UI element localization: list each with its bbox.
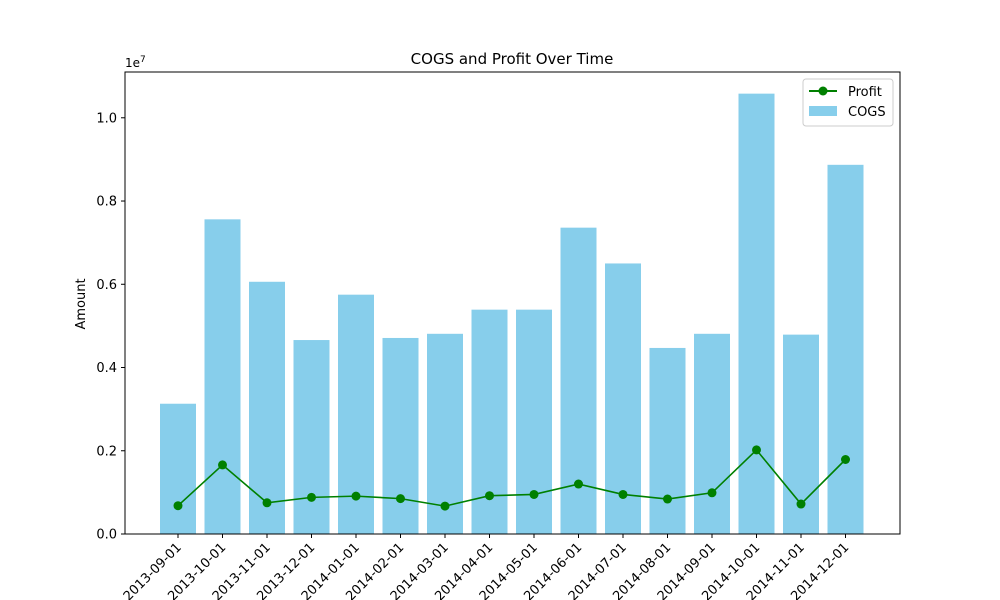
profit-point [396,494,405,504]
profit-point [307,492,316,502]
x-axis: 2013-09-012013-10-012013-11-012013-12-01… [121,534,852,600]
cogs-bar [605,263,641,534]
profit-point [173,501,183,511]
profit-point [796,499,806,509]
cogs-bar [204,219,241,534]
cogs-bar [738,93,775,534]
y-offset-exponent: 7 [140,55,146,65]
cogs-bar [516,309,552,534]
plot-frame [124,71,901,535]
cogs-bar [160,403,196,534]
cogs-bar [827,164,864,534]
profit-point [218,460,227,470]
y-tick-label: 0.8 [96,195,117,210]
y-offset-label: 1e7 [125,55,146,70]
cogs-bar [249,281,285,534]
chart-title: COGS and Profit Over Time [411,50,614,68]
cogs-bar [293,340,330,534]
profit-point [841,454,850,464]
legend-cogs-swatch [809,106,837,116]
legend-profit-marker [818,86,828,96]
cogs-bar [694,333,730,534]
legend-cogs-label: COGS [848,105,886,120]
y-tick-label: 1.0 [96,111,117,126]
y-tick-label: 0.4 [96,361,117,376]
cogs-bar [382,337,419,534]
profit-point [440,501,450,511]
profit-point [574,479,583,489]
profit-point [707,488,717,498]
profit-point [351,491,361,501]
cogs-bar [427,333,463,534]
profit-point [485,491,494,501]
profit-point [262,498,272,508]
legend-profit-label: Profit [848,85,882,100]
profit-point [529,489,539,499]
profit-point [663,494,672,504]
profit-line [177,448,847,507]
legend: Profit COGS [802,78,894,127]
profit-line-group [173,445,850,511]
profit-point [618,489,628,499]
y-axis-label: Amount [74,278,89,329]
y-tick-label: 0.2 [96,444,117,459]
y-tick-label: 0.6 [96,278,117,293]
y-tick-label: 0.0 [96,528,117,543]
profit-point [752,445,761,455]
cogs-bar [649,347,686,534]
y-axis: 0.0 0.2 0.4 0.6 0.8 1.0 [96,111,125,543]
cogs-bars [160,93,864,535]
cogs-bar [471,309,508,534]
